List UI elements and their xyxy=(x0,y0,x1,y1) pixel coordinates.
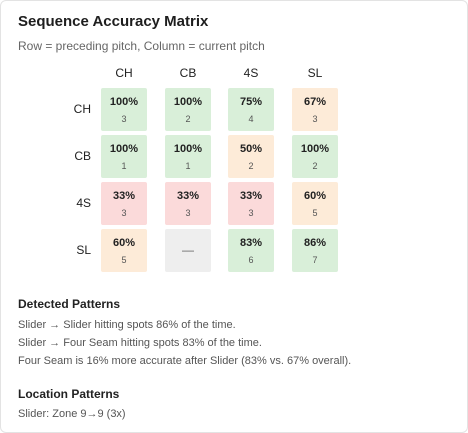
matrix-cell: 100% 1 xyxy=(101,135,147,178)
panel-title: Sequence Accuracy Matrix xyxy=(18,13,209,30)
cell-percentage: 83% xyxy=(239,237,263,249)
column-header: CH xyxy=(115,66,133,80)
cell-percentage: 33% xyxy=(176,190,200,202)
cell-percentage: 100% xyxy=(173,143,203,155)
matrix-cell: 60% 5 xyxy=(101,229,147,272)
matrix-cell: 86% 7 xyxy=(292,229,338,272)
cell-count: 2 xyxy=(185,114,191,124)
matrix-cell: 60% 5 xyxy=(292,182,338,225)
panel-subtitle: Row = preceding pitch, Column = current … xyxy=(18,39,265,53)
location-patterns-title: Location Patterns xyxy=(18,387,120,401)
matrix-cell: 33% 3 xyxy=(165,182,211,225)
matrix-cell: 33% 3 xyxy=(101,182,147,225)
matrix-cell: 100% 2 xyxy=(292,135,338,178)
cell-count: 3 xyxy=(312,114,318,124)
matrix-cell: 67% 3 xyxy=(292,88,338,131)
cell-count: 1 xyxy=(121,161,127,171)
cell-count: 6 xyxy=(248,255,254,265)
cell-percentage: 60% xyxy=(112,237,136,249)
cell-count: 7 xyxy=(312,255,318,265)
cell-percentage: 60% xyxy=(303,190,327,202)
cell-count: 2 xyxy=(248,161,254,171)
cell-percentage: 33% xyxy=(112,190,136,202)
cell-percentage: 50% xyxy=(239,143,263,155)
cell-count: 3 xyxy=(185,208,191,218)
cell-percentage: 86% xyxy=(303,237,327,249)
cell-count: 5 xyxy=(121,255,127,265)
matrix-cell: 75% 4 xyxy=(228,88,274,131)
cell-count: 3 xyxy=(121,114,127,124)
empty-cell-dash: — xyxy=(182,243,194,257)
matrix-cell: 100% 2 xyxy=(165,88,211,131)
detected-pattern-line: Four Seam is 16% more accurate after Sli… xyxy=(18,355,352,367)
row-header: CB xyxy=(74,149,91,163)
cell-percentage: 100% xyxy=(109,143,139,155)
cell-percentage: 67% xyxy=(303,96,327,108)
cell-percentage: 33% xyxy=(239,190,263,202)
column-header: SL xyxy=(307,66,323,80)
location-pattern-line: Slider: Zone 9→9 (3x) xyxy=(18,408,126,420)
cell-count: 5 xyxy=(312,208,318,218)
detected-pattern-line: Slider → Four Seam hitting spots 83% of … xyxy=(18,337,262,349)
matrix-cell: 100% 3 xyxy=(101,88,147,131)
column-header: 4S xyxy=(243,66,259,80)
row-header: 4S xyxy=(76,196,91,210)
cell-count: 3 xyxy=(248,208,254,218)
cell-count: 1 xyxy=(185,161,191,171)
cell-count: 2 xyxy=(312,161,318,171)
cell-percentage: 100% xyxy=(109,96,139,108)
row-header: CH xyxy=(73,102,91,116)
matrix-cell: 33% 3 xyxy=(228,182,274,225)
detected-pattern-line: Slider → Slider hitting spots 86% of the… xyxy=(18,319,236,331)
detected-patterns-title: Detected Patterns xyxy=(18,297,121,311)
matrix-cell: — xyxy=(165,229,211,272)
matrix-cell: 83% 6 xyxy=(228,229,274,272)
column-header: CB xyxy=(179,66,197,80)
matrix-cell: 100% 1 xyxy=(165,135,211,178)
cell-percentage: 75% xyxy=(239,96,263,108)
cell-percentage: 100% xyxy=(300,143,330,155)
cell-count: 3 xyxy=(121,208,127,218)
row-header: SL xyxy=(76,243,91,257)
cell-percentage: 100% xyxy=(173,96,203,108)
matrix-cell: 50% 2 xyxy=(228,135,274,178)
cell-count: 4 xyxy=(248,114,254,124)
